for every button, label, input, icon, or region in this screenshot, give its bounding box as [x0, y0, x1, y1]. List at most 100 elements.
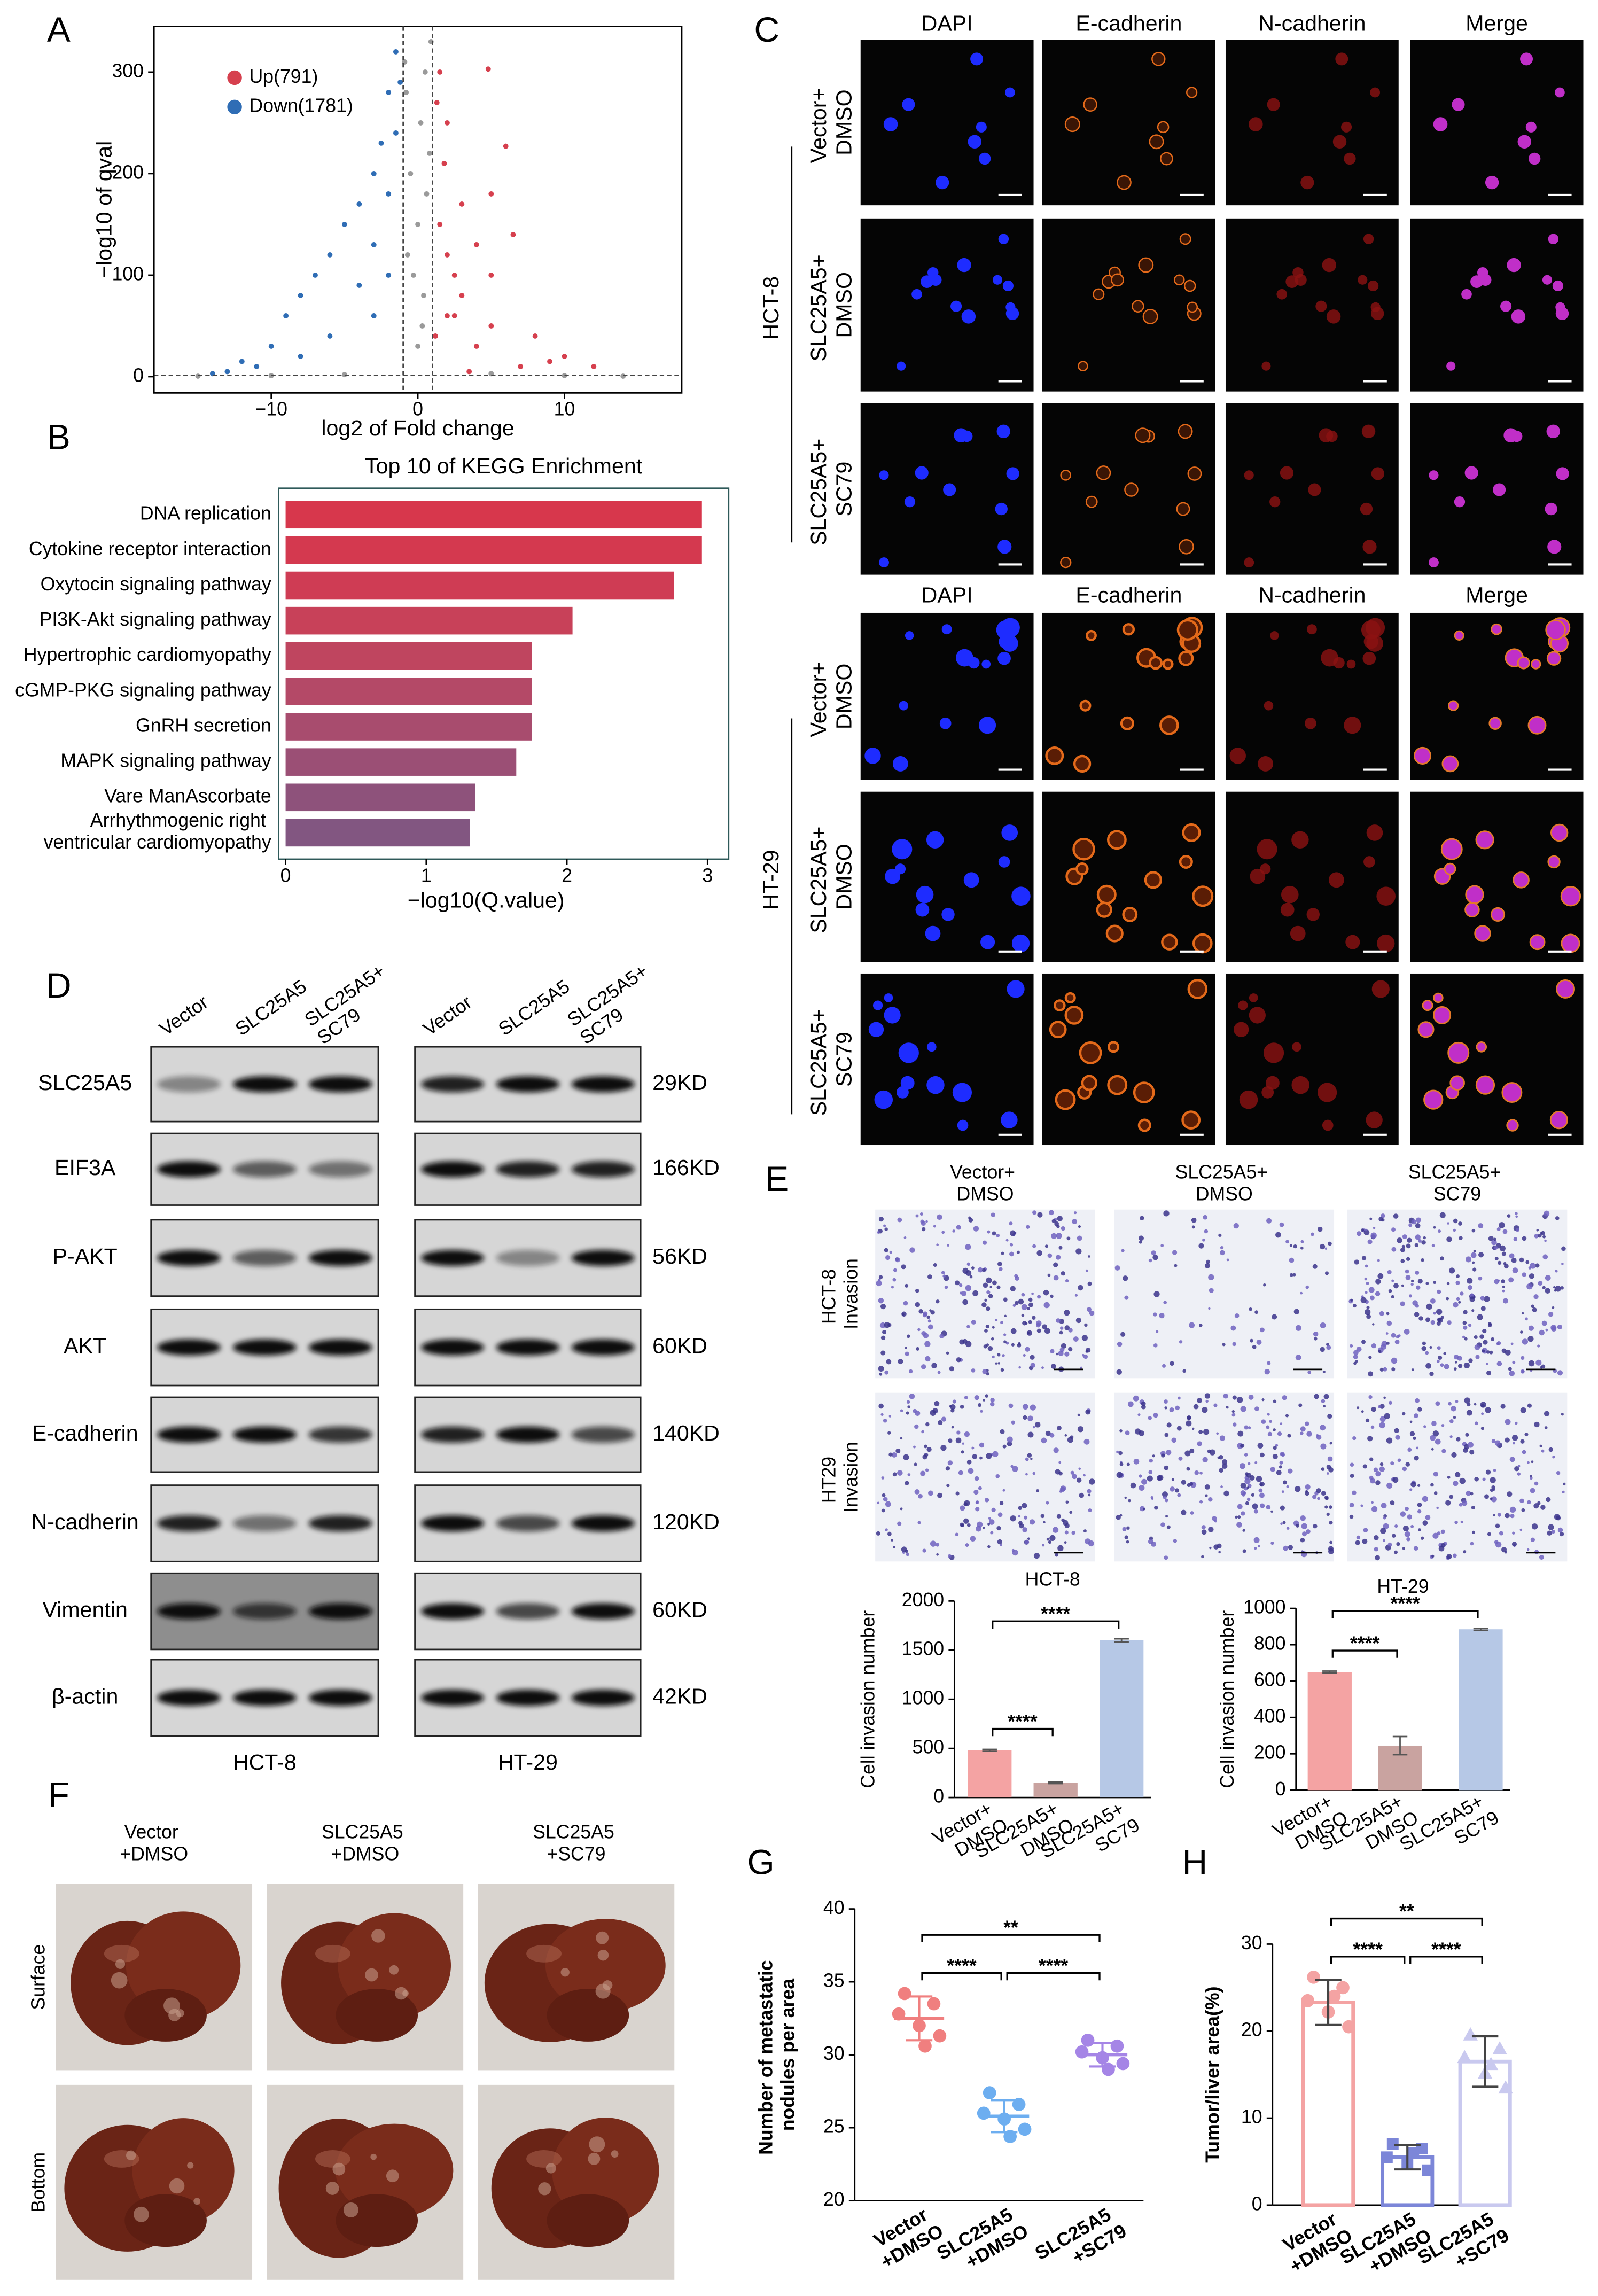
- stained-cell: [1191, 1225, 1195, 1229]
- stained-cell: [992, 1355, 995, 1359]
- stained-cell: [1436, 1359, 1440, 1363]
- stained-cell: [979, 1442, 985, 1448]
- error-bar: [1473, 1628, 1488, 1631]
- stained-cell: [966, 1262, 971, 1266]
- micrograph: [860, 218, 1034, 392]
- stained-cell: [878, 1275, 883, 1279]
- stained-cell: [1080, 1366, 1083, 1369]
- highlight: [104, 1944, 139, 1963]
- stained-cell: [1378, 1405, 1382, 1408]
- cell: [1137, 1118, 1151, 1132]
- group-label: HT-29: [759, 850, 783, 909]
- stained-cell: [1003, 1340, 1007, 1344]
- stained-cell: [1453, 1481, 1459, 1486]
- stained-cell: [909, 1394, 915, 1399]
- stained-cell: [1472, 1267, 1477, 1272]
- stained-cell: [979, 1456, 983, 1460]
- stained-cell: [1088, 1540, 1094, 1547]
- stained-cell: [1216, 1432, 1219, 1435]
- stained-cell: [1213, 1403, 1218, 1407]
- category-label: Cytokine receptor interaction: [29, 538, 271, 559]
- band: [571, 1603, 635, 1620]
- stained-cell: [1548, 1312, 1554, 1317]
- stained-cell: [1383, 1539, 1385, 1542]
- stained-cell: [1539, 1329, 1545, 1336]
- stained-cell: [1005, 1239, 1009, 1242]
- cell: [1078, 361, 1088, 371]
- stained-cell: [1140, 1216, 1144, 1220]
- row-label: Bottom: [28, 2152, 49, 2213]
- stained-cell: [1322, 1405, 1326, 1408]
- stained-cell: [1034, 1421, 1041, 1428]
- stained-cell: [1237, 1515, 1241, 1519]
- stained-cell: [1467, 1278, 1473, 1284]
- cell: [1187, 301, 1198, 313]
- stained-cell: [1301, 1523, 1307, 1529]
- significance-label: **: [1003, 1917, 1018, 1939]
- cell: [1055, 1089, 1076, 1110]
- significance-bracket: [1331, 1649, 1398, 1658]
- stained-cell: [1201, 1529, 1207, 1535]
- stained-cell: [1561, 1246, 1566, 1251]
- stained-cell: [1511, 1542, 1517, 1547]
- stained-cell: [1483, 1340, 1488, 1345]
- band: [157, 1076, 221, 1093]
- row-label: Vector+ DMSO: [806, 82, 856, 163]
- stained-cell: [880, 1350, 886, 1356]
- stained-cell: [1545, 1288, 1550, 1294]
- stained-cell: [1431, 1447, 1434, 1451]
- stained-cell: [1314, 1337, 1318, 1341]
- band: [308, 1515, 372, 1532]
- chart-title: Top 10 of KEGG Enrichment: [365, 454, 643, 478]
- stained-cell: [1437, 1317, 1442, 1322]
- cell: [997, 540, 1012, 554]
- band: [308, 1161, 372, 1178]
- stained-cell: [1491, 1239, 1497, 1246]
- stained-cell: [992, 1451, 999, 1457]
- stained-cell: [1305, 1285, 1309, 1289]
- stained-cell: [959, 1339, 965, 1345]
- stained-cell: [1232, 1342, 1237, 1347]
- cell: [1258, 756, 1274, 772]
- stained-cell: [1510, 1342, 1514, 1345]
- stained-cell: [1026, 1225, 1030, 1229]
- stained-cell: [1244, 1453, 1248, 1457]
- significance-label: ****: [1390, 1593, 1420, 1614]
- stained-cell: [1456, 1274, 1460, 1278]
- point: [224, 369, 230, 375]
- stained-cell: [1456, 1437, 1461, 1442]
- stained-cell: [1321, 1399, 1326, 1403]
- cell: [874, 1090, 893, 1109]
- text-line: +DMSO: [331, 1843, 399, 1865]
- stained-cell: [1375, 1279, 1381, 1285]
- stained-cell: [1524, 1433, 1529, 1437]
- panel-letter: G: [747, 1842, 775, 1882]
- stained-cell: [1361, 1228, 1365, 1232]
- stained-cell: [913, 1445, 916, 1449]
- significance-label: ****: [1431, 1939, 1461, 1960]
- stained-cell: [1433, 1226, 1436, 1229]
- stained-cell: [1562, 1482, 1566, 1486]
- stained-cell: [946, 1484, 950, 1488]
- band: [157, 1515, 221, 1532]
- point: [404, 252, 410, 258]
- stained-cell: [927, 1324, 933, 1330]
- cell: [1520, 52, 1533, 66]
- stained-cell: [1031, 1292, 1034, 1295]
- stained-cell: [1486, 1350, 1490, 1354]
- x-tick-label: 0: [280, 865, 291, 886]
- stained-cell: [1280, 1422, 1283, 1426]
- stained-cell: [1466, 1490, 1471, 1496]
- stained-cell: [982, 1527, 985, 1529]
- stained-cell: [1212, 1516, 1217, 1521]
- stained-cell: [1051, 1364, 1056, 1369]
- y-tick-label: 0: [133, 364, 144, 386]
- point: [434, 99, 440, 105]
- stained-cell: [1378, 1217, 1383, 1221]
- stained-cell: [1542, 1286, 1546, 1289]
- stained-cell: [1494, 1540, 1499, 1545]
- point: [298, 293, 303, 298]
- cell-line-label: HCT-8: [233, 1750, 297, 1774]
- stained-cell: [1306, 1529, 1311, 1534]
- stained-cell: [1470, 1542, 1474, 1546]
